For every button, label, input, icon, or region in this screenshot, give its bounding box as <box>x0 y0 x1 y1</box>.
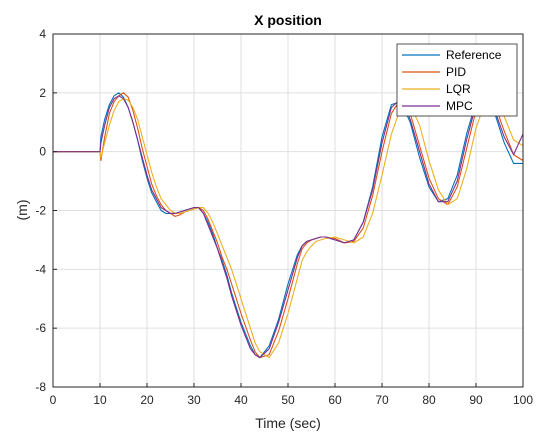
x-tick-label: 60 <box>328 393 342 407</box>
y-tick-label: -8 <box>35 380 46 394</box>
y-axis-ticks: 4 2 0 -2 -4 -6 -8 <box>35 27 57 394</box>
legend-label-pid: PID <box>446 65 466 79</box>
x-tick-label: 50 <box>281 393 295 407</box>
series-layer <box>53 92 524 359</box>
y-tick-label: -6 <box>35 321 46 335</box>
x-axis-label: Time (sec) <box>255 415 321 431</box>
y-axis-label: (m) <box>14 200 30 221</box>
series-line-pid <box>53 92 524 359</box>
x-tick-label: 90 <box>469 393 483 407</box>
y-tick-label: 4 <box>39 27 46 41</box>
x-tick-label: 40 <box>234 393 248 407</box>
x-axis-ticks: 0 10 20 30 40 50 60 70 80 90 100 <box>50 383 533 407</box>
series-line-mpc <box>53 95 524 359</box>
x-tick-label: 30 <box>187 393 201 407</box>
y-tick-label: -4 <box>35 262 46 276</box>
legend-label-reference: Reference <box>446 48 502 62</box>
y-tick-label: 0 <box>39 145 46 159</box>
x-tick-label: 80 <box>422 393 436 407</box>
legend-label-mpc: MPC <box>446 99 473 113</box>
y-tick-label: 2 <box>39 86 46 100</box>
series-line-reference <box>53 92 523 359</box>
y-tick-label: -2 <box>35 204 46 218</box>
legend-box <box>396 43 518 117</box>
legend-label-lqr: LQR <box>446 82 471 96</box>
x-tick-label: 0 <box>50 393 57 407</box>
x-tick-label: 10 <box>93 393 107 407</box>
series-line-lqr <box>53 98 524 359</box>
x-tick-label: 70 <box>375 393 389 407</box>
chart-title: X position <box>254 12 322 28</box>
x-tick-label: 100 <box>513 393 533 407</box>
legend: Reference PID LQR MPC <box>396 43 518 117</box>
x-tick-label: 20 <box>140 393 154 407</box>
